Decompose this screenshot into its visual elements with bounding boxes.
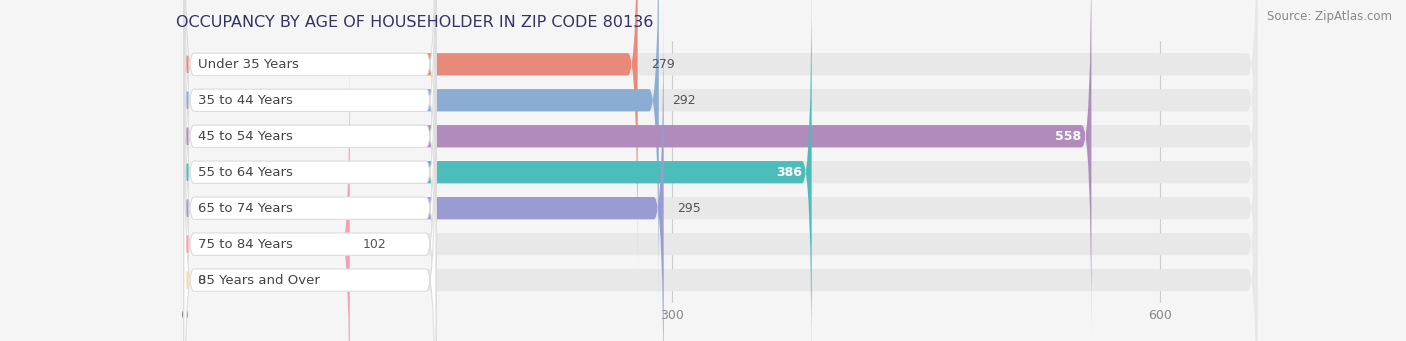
- FancyBboxPatch shape: [184, 75, 436, 341]
- Text: 0: 0: [197, 273, 205, 286]
- FancyBboxPatch shape: [184, 0, 436, 341]
- Text: 558: 558: [1056, 130, 1081, 143]
- FancyBboxPatch shape: [184, 40, 1257, 341]
- Text: OCCUPANCY BY AGE OF HOUSEHOLDER IN ZIP CODE 80136: OCCUPANCY BY AGE OF HOUSEHOLDER IN ZIP C…: [176, 15, 654, 30]
- Text: 386: 386: [776, 166, 801, 179]
- FancyBboxPatch shape: [184, 0, 436, 305]
- FancyBboxPatch shape: [184, 3, 436, 341]
- FancyBboxPatch shape: [184, 0, 1257, 341]
- Text: 65 to 74 Years: 65 to 74 Years: [198, 202, 292, 215]
- FancyBboxPatch shape: [184, 0, 1091, 341]
- FancyBboxPatch shape: [184, 0, 659, 305]
- Text: 55 to 64 Years: 55 to 64 Years: [198, 166, 292, 179]
- FancyBboxPatch shape: [184, 0, 638, 269]
- Text: Under 35 Years: Under 35 Years: [198, 58, 298, 71]
- FancyBboxPatch shape: [184, 0, 811, 341]
- Text: 279: 279: [651, 58, 675, 71]
- FancyBboxPatch shape: [184, 40, 350, 341]
- FancyBboxPatch shape: [184, 3, 664, 341]
- Text: 292: 292: [672, 94, 696, 107]
- Text: Source: ZipAtlas.com: Source: ZipAtlas.com: [1267, 10, 1392, 23]
- FancyBboxPatch shape: [184, 3, 1257, 341]
- Text: 35 to 44 Years: 35 to 44 Years: [198, 94, 292, 107]
- FancyBboxPatch shape: [184, 0, 1257, 341]
- FancyBboxPatch shape: [184, 75, 1257, 341]
- Text: 102: 102: [363, 238, 387, 251]
- FancyBboxPatch shape: [184, 0, 436, 269]
- FancyBboxPatch shape: [184, 0, 1257, 269]
- FancyBboxPatch shape: [184, 0, 436, 341]
- Text: 85 Years and Over: 85 Years and Over: [198, 273, 319, 286]
- Text: 75 to 84 Years: 75 to 84 Years: [198, 238, 292, 251]
- Text: 45 to 54 Years: 45 to 54 Years: [198, 130, 292, 143]
- FancyBboxPatch shape: [184, 0, 1257, 305]
- FancyBboxPatch shape: [184, 40, 436, 341]
- Text: 295: 295: [676, 202, 700, 215]
